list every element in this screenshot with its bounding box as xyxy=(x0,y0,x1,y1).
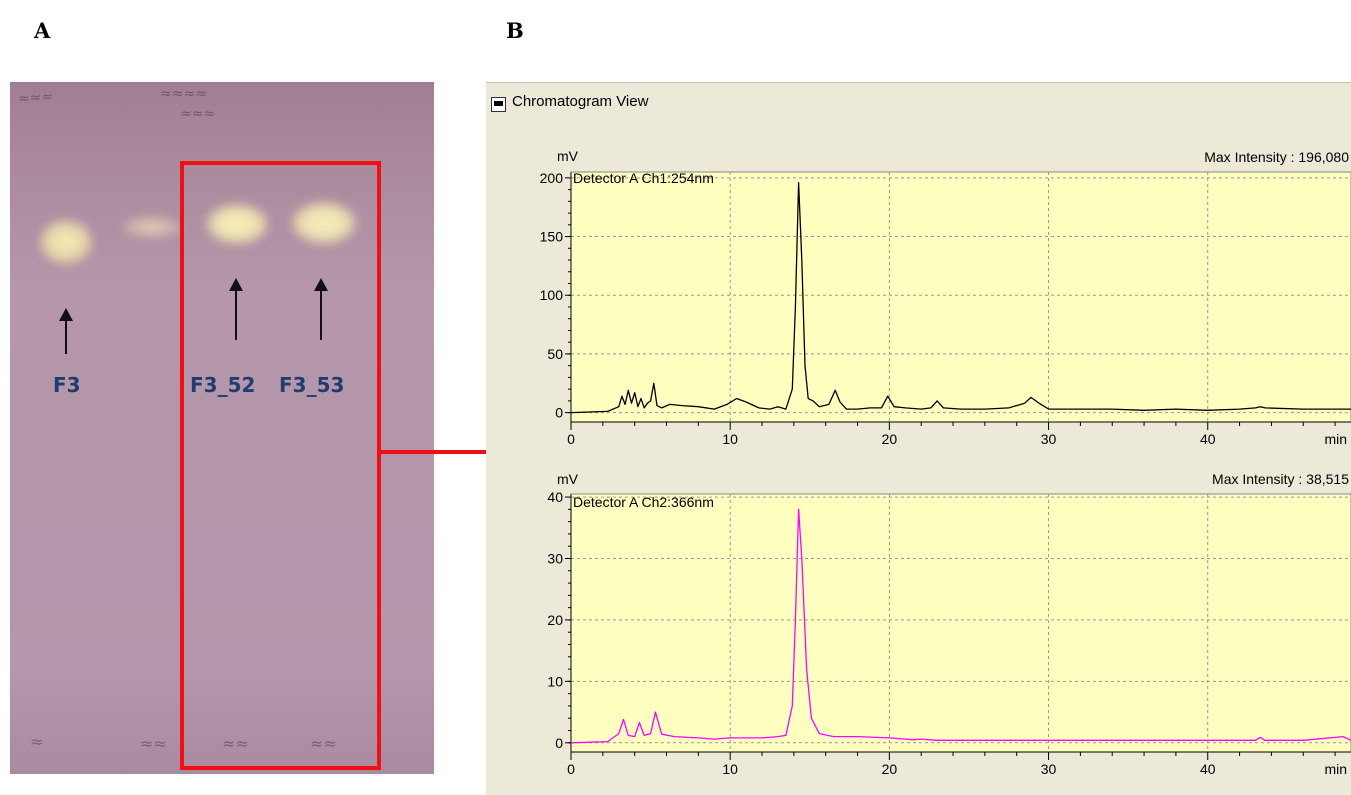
x-tick-label: 0 xyxy=(567,761,575,777)
x-tick-label: 10 xyxy=(722,431,738,447)
plate-top-band xyxy=(10,82,434,164)
y-tick-label: 200 xyxy=(540,170,564,186)
x-tick-label: 20 xyxy=(882,761,898,777)
x-tick-label: 40 xyxy=(1200,761,1216,777)
y-axis-label: mV xyxy=(557,471,579,487)
connector-arrow-line xyxy=(377,450,501,454)
y-tick-label: 10 xyxy=(547,673,563,689)
max-intensity-label: Max Intensity : 38,515 xyxy=(1212,471,1349,487)
y-tick-label: 150 xyxy=(540,229,564,245)
y-tick-label: 100 xyxy=(540,287,564,303)
tlc-spot-f3-53 xyxy=(292,202,356,244)
detector-label: Detector A Ch1:254nm xyxy=(573,170,714,186)
y-tick-label: 40 xyxy=(547,489,563,505)
chromatogram-trace-2 xyxy=(570,508,1351,744)
arrow-up-icon xyxy=(314,278,328,340)
lane-label-f3: F3 xyxy=(53,373,81,397)
x-tick-label: 40 xyxy=(1200,431,1216,447)
detector-label: Detector A Ch2:366nm xyxy=(573,494,714,510)
y-axis-label: mV xyxy=(557,148,579,164)
plate-handwriting: ≈≈ xyxy=(310,734,337,753)
x-tick-label: 10 xyxy=(722,761,738,777)
panel-label-b: B xyxy=(506,18,524,43)
plate-handwriting: ≈≈ xyxy=(222,734,249,753)
x-tick-label: 20 xyxy=(882,431,898,447)
x-axis-label: min xyxy=(1324,431,1347,447)
plate-handwriting: ≈≈≈≈ xyxy=(160,86,207,102)
lane-label-f3-53: F3_53 xyxy=(279,373,345,397)
y-tick-label: 0 xyxy=(555,735,563,751)
x-tick-label: 30 xyxy=(1041,431,1057,447)
plot-area-2 xyxy=(570,493,1351,753)
plot-area-1 xyxy=(570,171,1351,423)
selection-box xyxy=(180,161,381,770)
plate-handwriting: ≈≈≈ xyxy=(180,106,216,122)
chromatogram-trace-1 xyxy=(570,181,1351,414)
lane-label-f3-52: F3_52 xyxy=(190,373,256,397)
plate-handwriting: ≈ xyxy=(30,732,44,751)
panel-label-a: A xyxy=(34,18,51,43)
y-tick-label: 20 xyxy=(547,612,563,628)
window-icon[interactable] xyxy=(491,97,506,112)
y-tick-label: 0 xyxy=(555,405,563,421)
tlc-plate-image: ≈≈≈ ≈≈≈≈ ≈≈≈ ≈ ≈≈ ≈≈ ≈≈ xyxy=(10,82,434,774)
tlc-spot-f3-52 xyxy=(206,204,268,244)
arrow-up-icon xyxy=(59,308,73,354)
window-title: Chromatogram View xyxy=(512,93,649,110)
x-tick-label: 30 xyxy=(1041,761,1057,777)
max-intensity-label: Max Intensity : 196,080 xyxy=(1204,149,1349,165)
y-tick-label: 50 xyxy=(547,346,563,362)
y-tick-label: 30 xyxy=(547,551,563,567)
plate-handwriting: ≈≈ xyxy=(140,734,167,753)
x-tick-label: 0 xyxy=(567,431,575,447)
x-axis-label: min xyxy=(1324,761,1347,777)
tlc-spot-f3 xyxy=(40,220,92,264)
arrow-up-icon xyxy=(229,278,243,340)
tlc-spot-lane-2 xyxy=(122,216,182,238)
